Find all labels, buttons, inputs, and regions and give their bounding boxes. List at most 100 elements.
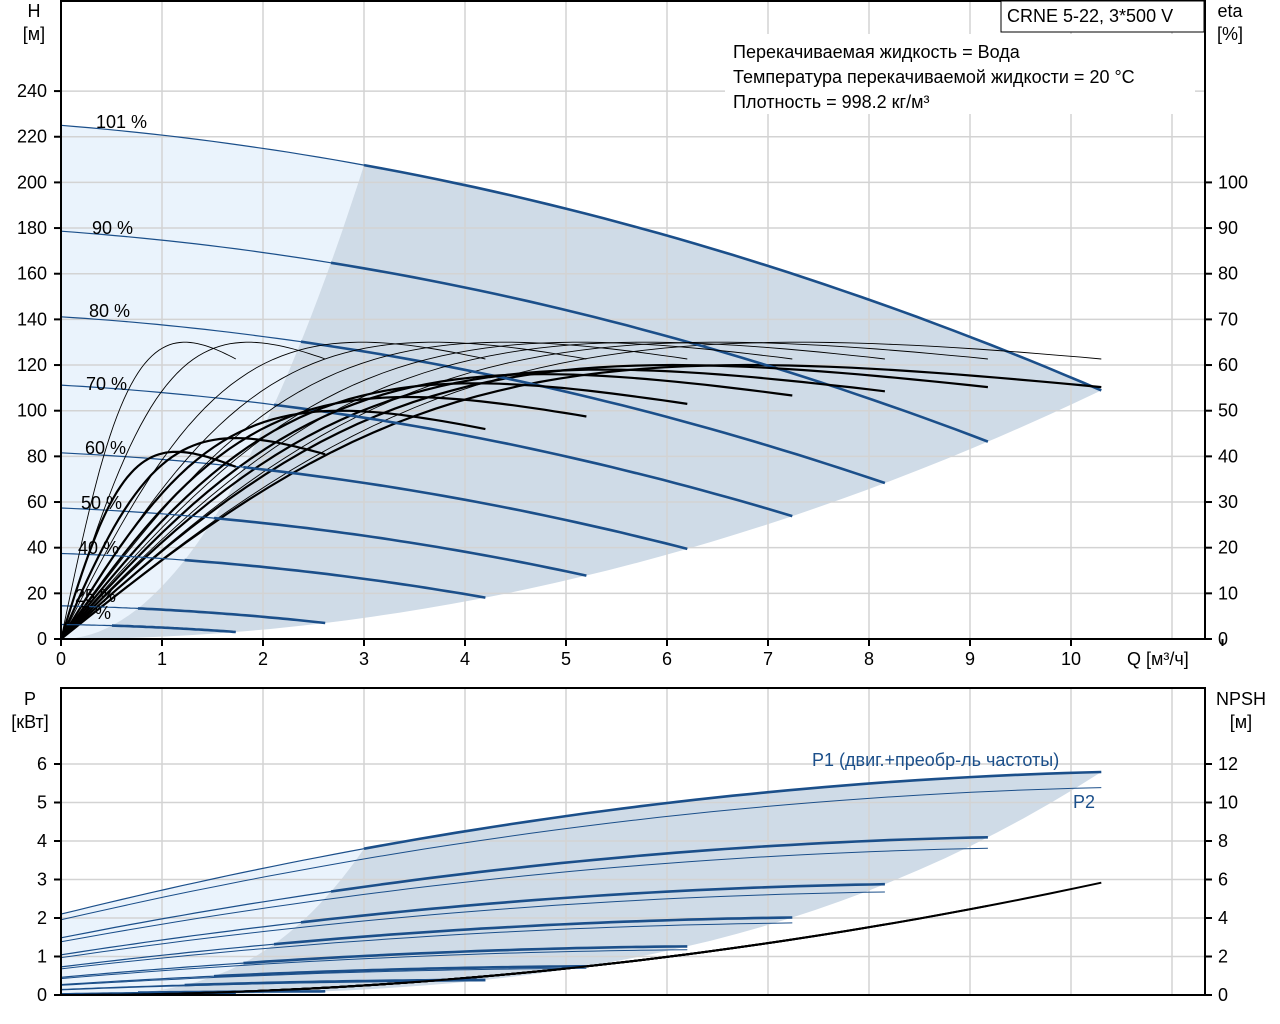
left-tick-label: 40 — [27, 538, 47, 558]
p1-curve-thin — [60, 984, 185, 991]
p1-curve-thin — [60, 890, 332, 939]
right-tick-label: 12 — [1218, 754, 1238, 774]
head-curve — [137, 607, 326, 625]
eta-total-curve — [60, 368, 886, 640]
right-tick-label: 10 — [1218, 793, 1238, 813]
head-curve-thin — [60, 124, 365, 166]
title-box — [1000, 0, 1205, 33]
p1-curve — [243, 945, 688, 965]
x-tick-label: 5 — [561, 649, 571, 669]
head-curve-thin — [60, 507, 215, 519]
p1-curve-thin — [60, 848, 365, 915]
x-tick-label: 7 — [763, 649, 773, 669]
left-tick-label: 100 — [17, 401, 47, 421]
p2-curve — [60, 922, 793, 970]
info-background — [725, 34, 1195, 114]
head-curve-thin — [60, 230, 332, 264]
left-tick-label: 5 — [37, 793, 47, 813]
light-region — [61, 125, 364, 640]
p1-series-label: P1 (двиг.+преобр-ль частоты) — [812, 750, 1059, 770]
left-tick-label: 120 — [17, 355, 47, 375]
right-tick-label: 2 — [1218, 947, 1228, 967]
p2-curve — [60, 847, 988, 943]
head-curve — [213, 516, 587, 577]
right-tick-label: 8 — [1218, 831, 1228, 851]
speed-label: 101 % — [96, 112, 147, 132]
eta-axis-label: eta — [1217, 1, 1243, 21]
speed-label: 80 % — [89, 301, 130, 321]
left-tick-label: 160 — [17, 264, 47, 284]
p1-curve-thin — [60, 975, 215, 986]
eta-axis-unit: [%] — [1217, 24, 1243, 44]
left-tick-label: 0 — [37, 985, 47, 1005]
x-tick-label: 2 — [258, 649, 268, 669]
p2-curve — [60, 967, 587, 986]
head-curve-thin — [60, 452, 244, 468]
x-tick-label: 10 — [1061, 649, 1081, 669]
eta-total-curve — [60, 373, 793, 640]
right-tick-label: 90 — [1218, 218, 1238, 238]
p1-curve-thin — [60, 921, 302, 956]
p2-series-label: P2 — [1073, 792, 1095, 812]
speed-label: 90 % — [92, 218, 133, 238]
npsh-axis-unit: [м] — [1230, 712, 1252, 732]
head-curve — [111, 624, 236, 634]
right-tick-label: 0 — [1218, 985, 1228, 1005]
q-axis-label: Q [м³/ч] — [1127, 649, 1189, 669]
chart-title: CRNE 5-22, 3*500 V — [1007, 6, 1173, 26]
right-tick-label: 4 — [1218, 908, 1228, 928]
head-curve — [330, 261, 989, 443]
right-tick-label: 70 — [1218, 309, 1238, 329]
head-curve-thin — [60, 316, 302, 343]
right-tick-label: 20 — [1218, 538, 1238, 558]
eta-pump-curve — [60, 341, 793, 640]
left-tick-label: 1 — [37, 947, 47, 967]
h-axis-label: H — [28, 1, 41, 21]
speed-label: 7 % — [80, 603, 111, 623]
eta-pump-curve — [60, 341, 988, 640]
left-tick-label: 220 — [17, 127, 47, 147]
head-curve — [184, 558, 486, 599]
p1-curve-thin — [60, 992, 138, 995]
npsh-axis-label: NPSH — [1216, 689, 1266, 709]
p-axis-label: P — [24, 689, 36, 709]
info-density: Плотность = 998.2 кг/м³ — [733, 92, 929, 112]
p1-curve — [213, 965, 587, 978]
eta-total-curve — [60, 409, 486, 640]
p1-curve — [300, 882, 885, 924]
p-axis-unit: [кВт] — [11, 712, 49, 732]
p1-curve-thin — [60, 943, 275, 968]
x-tick-label: 4 — [460, 649, 470, 669]
top-axes: 0204060801001201401601802002202400102030… — [17, 0, 1248, 669]
left-tick-label: 60 — [27, 492, 47, 512]
head-curve-thin — [60, 552, 185, 561]
left-tick-label: 20 — [27, 583, 47, 603]
right-tick-label: 60 — [1218, 355, 1238, 375]
right-tick-label: 100 — [1218, 172, 1248, 192]
eta-total-curve — [60, 382, 688, 640]
head-curve — [300, 340, 886, 485]
speed-label: 50 % — [81, 493, 122, 513]
head-curve-thin — [60, 384, 275, 406]
h-axis-unit: [м] — [23, 24, 45, 44]
right-tick-label: 6 — [1218, 870, 1228, 890]
head-curve-thin — [61, 605, 139, 609]
left-tick-label: 140 — [17, 309, 47, 329]
left-tick-label: 180 — [17, 218, 47, 238]
top-curves: 101 %90 %80 %70 %60 %50 %40 %25 %7 % — [59, 112, 1102, 640]
info-liquid: Перекачиваемая жидкость = Вода — [733, 42, 1021, 62]
head-curve — [273, 403, 793, 518]
left-tick-label: 4 — [37, 831, 47, 851]
left-tick-label: 0 — [37, 629, 47, 649]
eta-total-curve — [60, 395, 587, 640]
right-tick-label: 80 — [1218, 264, 1238, 284]
eta-pump-curve — [60, 341, 587, 640]
x-tick-label: 3 — [359, 649, 369, 669]
right-tick-label: 10 — [1218, 583, 1238, 603]
p2-curve — [60, 787, 1102, 921]
x-tick-label: 0 — [56, 649, 66, 669]
x-tick-label: 6 — [662, 649, 672, 669]
left-tick-label: 200 — [17, 172, 47, 192]
eta-pump-curve — [60, 341, 1102, 640]
